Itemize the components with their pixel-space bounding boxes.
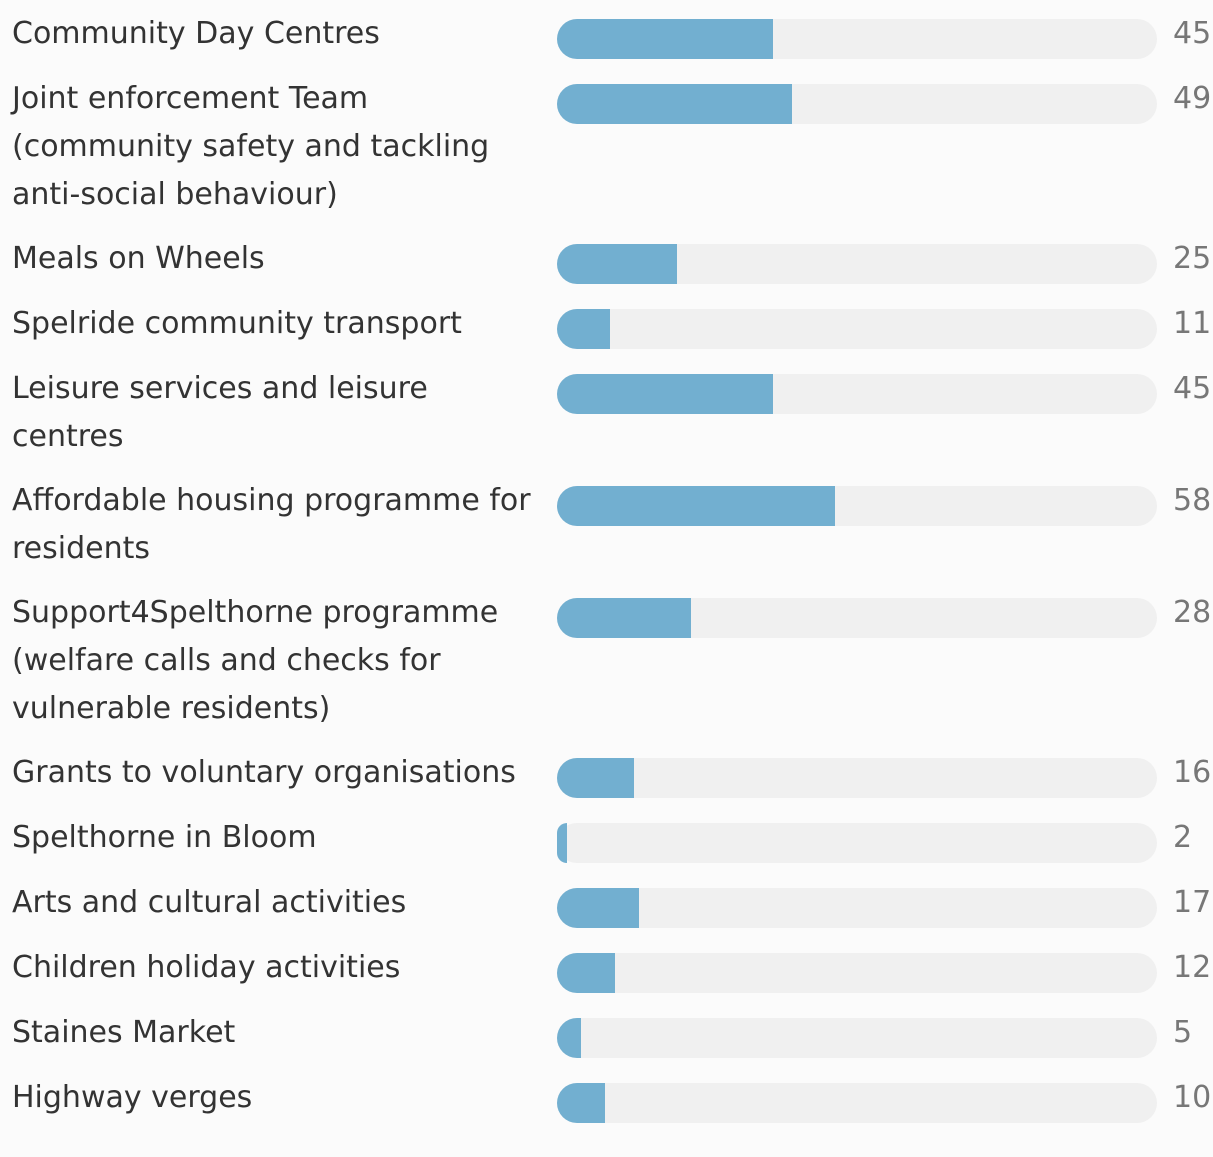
category-label: Support4Spelthorne programme (welfare ca… (12, 595, 499, 726)
value-label: 49 (1173, 81, 1212, 116)
category-label: Joint enforcement Team (community safety… (12, 81, 490, 212)
bar (557, 598, 692, 638)
bar-row: Children holiday activities 12 (0, 944, 1213, 993)
bar-track (557, 823, 1157, 863)
value-label: 58 (1173, 483, 1212, 518)
bar-track (557, 374, 1157, 414)
bar-row: Highway verges 10 (0, 1074, 1213, 1123)
bar-row: Staines Market 5 (0, 1009, 1213, 1058)
bar-track (557, 758, 1157, 798)
bar-row: Meals on Wheels 25 (0, 235, 1213, 284)
bar-row: Leisure services and leisure centres 45 (0, 365, 1213, 461)
bar-row: Community Day Centres 45 (0, 10, 1213, 59)
bar-row: Spelthorne in Bloom 2 (0, 814, 1213, 863)
bar-track (557, 486, 1157, 526)
category-label: Affordable housing programme for residen… (12, 483, 531, 566)
category-label: Spelride community transport (12, 306, 462, 341)
bar (557, 1083, 605, 1123)
bar (557, 823, 567, 863)
bar-row: Affordable housing programme for residen… (0, 477, 1213, 573)
category-label: Spelthorne in Bloom (12, 820, 317, 855)
value-label: 11 (1173, 306, 1212, 341)
bar-track (557, 1083, 1157, 1123)
category-label: Staines Market (12, 1015, 236, 1050)
value-label: 16 (1173, 755, 1212, 790)
bar (557, 758, 634, 798)
bar-track (557, 888, 1157, 928)
value-label: 2 (1173, 820, 1193, 855)
bar-track (557, 309, 1157, 349)
bar (557, 19, 773, 59)
value-label: 17 (1173, 885, 1212, 920)
bar (557, 486, 836, 526)
bar (557, 374, 773, 414)
category-label: Arts and cultural activities (12, 885, 407, 920)
value-label: 25 (1173, 241, 1212, 276)
value-label: 45 (1173, 371, 1212, 406)
category-label: Highway verges (12, 1080, 253, 1115)
bar (557, 1018, 581, 1058)
bar (557, 84, 793, 124)
value-label: 12 (1173, 950, 1212, 985)
category-label: Leisure services and leisure centres (12, 371, 428, 454)
category-label: Meals on Wheels (12, 241, 265, 276)
category-label: Grants to voluntary organisations (12, 755, 516, 790)
bar (557, 888, 639, 928)
bar-track (557, 19, 1157, 59)
chart: Community Day Centres 45 Joint enforcement… (0, 10, 1213, 1123)
value-label: 28 (1173, 595, 1212, 630)
category-label: Children holiday activities (12, 950, 401, 985)
bar-row: Joint enforcement Team (community safety… (0, 75, 1213, 219)
bar-row: Grants to voluntary organisations 16 (0, 749, 1213, 798)
bar-track (557, 953, 1157, 993)
bar-track (557, 598, 1157, 638)
bar-track (557, 244, 1157, 284)
bar (557, 244, 677, 284)
value-label: 10 (1173, 1080, 1212, 1115)
category-label: Community Day Centres (12, 16, 380, 51)
bar (557, 309, 610, 349)
bar-track (557, 1018, 1157, 1058)
bar (557, 953, 615, 993)
bar-track (557, 84, 1157, 124)
bar-row: Spelride community transport 11 (0, 300, 1213, 349)
bar-row: Support4Spelthorne programme (welfare ca… (0, 589, 1213, 733)
value-label: 5 (1173, 1015, 1193, 1050)
bar-row: Arts and cultural activities 17 (0, 879, 1213, 928)
value-label: 45 (1173, 16, 1212, 51)
